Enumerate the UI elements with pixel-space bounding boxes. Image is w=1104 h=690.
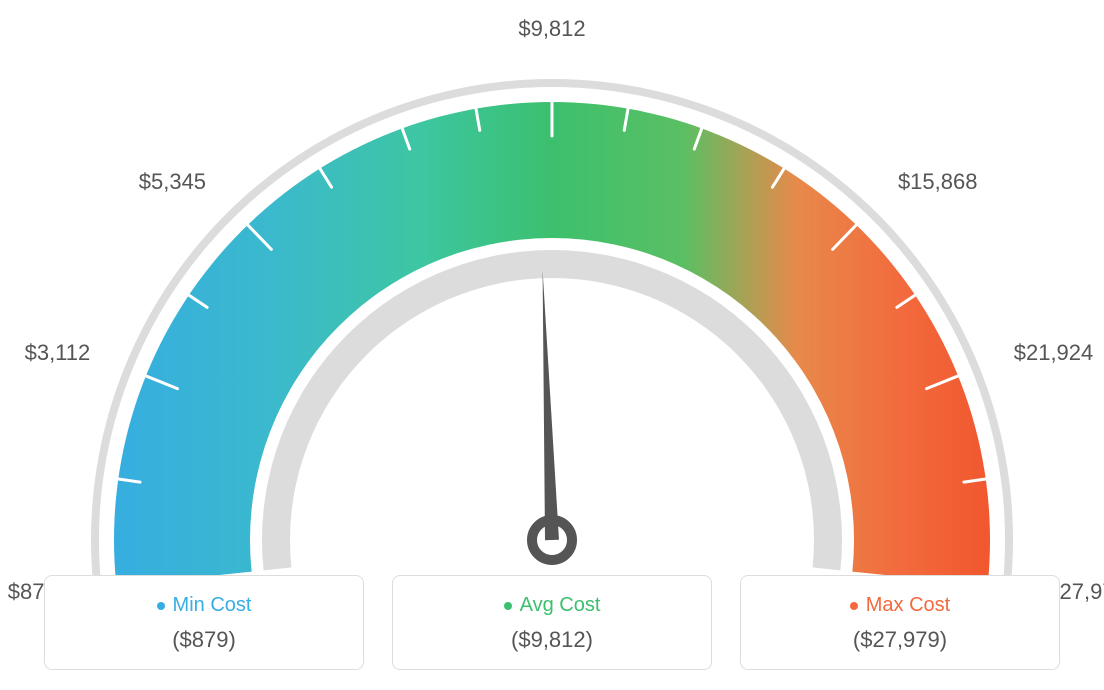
tick-label: $21,924 — [1014, 340, 1094, 366]
legend-value: ($9,812) — [403, 627, 701, 653]
legend-card-avg: Avg Cost ($9,812) — [392, 575, 712, 670]
tick-label: $9,812 — [518, 16, 585, 42]
legend-label: Max Cost — [866, 594, 950, 617]
legend-title-max: Max Cost — [850, 594, 950, 617]
gauge-area: $879$3,112$5,345$9,812$15,868$21,924$27,… — [0, 0, 1104, 560]
legend-row: Min Cost ($879) Avg Cost ($9,812) Max Co… — [0, 575, 1104, 670]
tick-label: $3,112 — [25, 340, 91, 366]
tick-label: $15,868 — [898, 169, 978, 195]
legend-label: Avg Cost — [520, 594, 601, 617]
legend-value: ($879) — [55, 627, 353, 653]
legend-card-max: Max Cost ($27,979) — [740, 575, 1060, 670]
legend-title-avg: Avg Cost — [504, 594, 601, 617]
legend-value: ($27,979) — [751, 627, 1049, 653]
legend-card-min: Min Cost ($879) — [44, 575, 364, 670]
tick-label: $5,345 — [139, 169, 206, 195]
dot-icon — [157, 602, 165, 610]
legend-label: Min Cost — [173, 594, 252, 617]
legend-title-min: Min Cost — [157, 594, 252, 617]
dot-icon — [850, 602, 858, 610]
dot-icon — [504, 602, 512, 610]
gauge-svg — [0, 40, 1104, 600]
chart-container: $879$3,112$5,345$9,812$15,868$21,924$27,… — [0, 0, 1104, 690]
